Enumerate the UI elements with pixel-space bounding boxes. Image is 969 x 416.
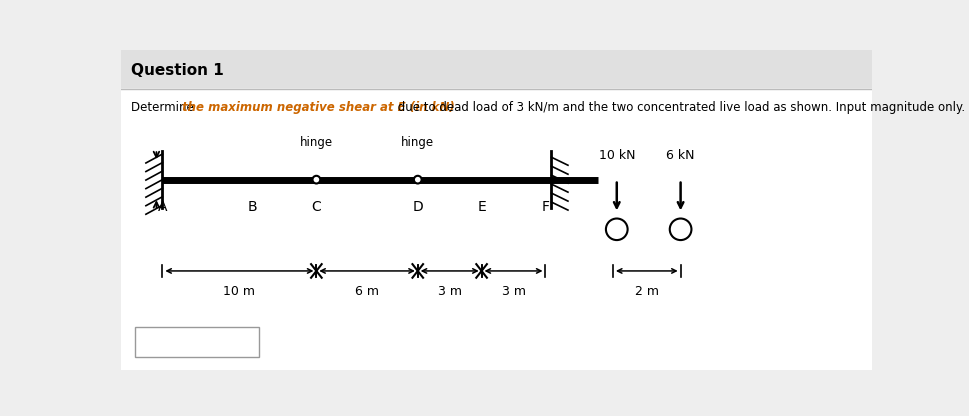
- Text: Question 1: Question 1: [131, 63, 224, 78]
- Bar: [121, 50, 872, 88]
- Text: D: D: [413, 201, 423, 215]
- Text: A: A: [158, 201, 168, 215]
- Text: 2 m: 2 m: [635, 285, 659, 298]
- Text: hinge: hinge: [401, 136, 434, 149]
- Text: E: E: [477, 201, 486, 215]
- Bar: [121, 89, 872, 370]
- Text: Determine: Determine: [131, 101, 198, 114]
- Text: the maximum negative shear at E (in kN): the maximum negative shear at E (in kN): [182, 101, 455, 114]
- Text: 10 m: 10 m: [224, 285, 256, 298]
- Text: F: F: [542, 201, 549, 215]
- Text: 6 kN: 6 kN: [667, 149, 695, 162]
- Ellipse shape: [313, 176, 320, 183]
- Text: due to dead load of 3 kN/m and the two concentrated live load as shown. Input ma: due to dead load of 3 kN/m and the two c…: [393, 101, 965, 114]
- Ellipse shape: [414, 176, 422, 183]
- Text: B: B: [248, 201, 258, 215]
- Text: hinge: hinge: [299, 136, 333, 149]
- Text: 6 m: 6 m: [355, 285, 379, 298]
- Ellipse shape: [606, 218, 628, 240]
- Bar: [135, 327, 259, 357]
- Text: 10 kN: 10 kN: [599, 149, 635, 162]
- Text: 3 m: 3 m: [502, 285, 525, 298]
- Text: 3 m: 3 m: [438, 285, 461, 298]
- Text: C: C: [311, 201, 322, 215]
- Ellipse shape: [670, 218, 692, 240]
